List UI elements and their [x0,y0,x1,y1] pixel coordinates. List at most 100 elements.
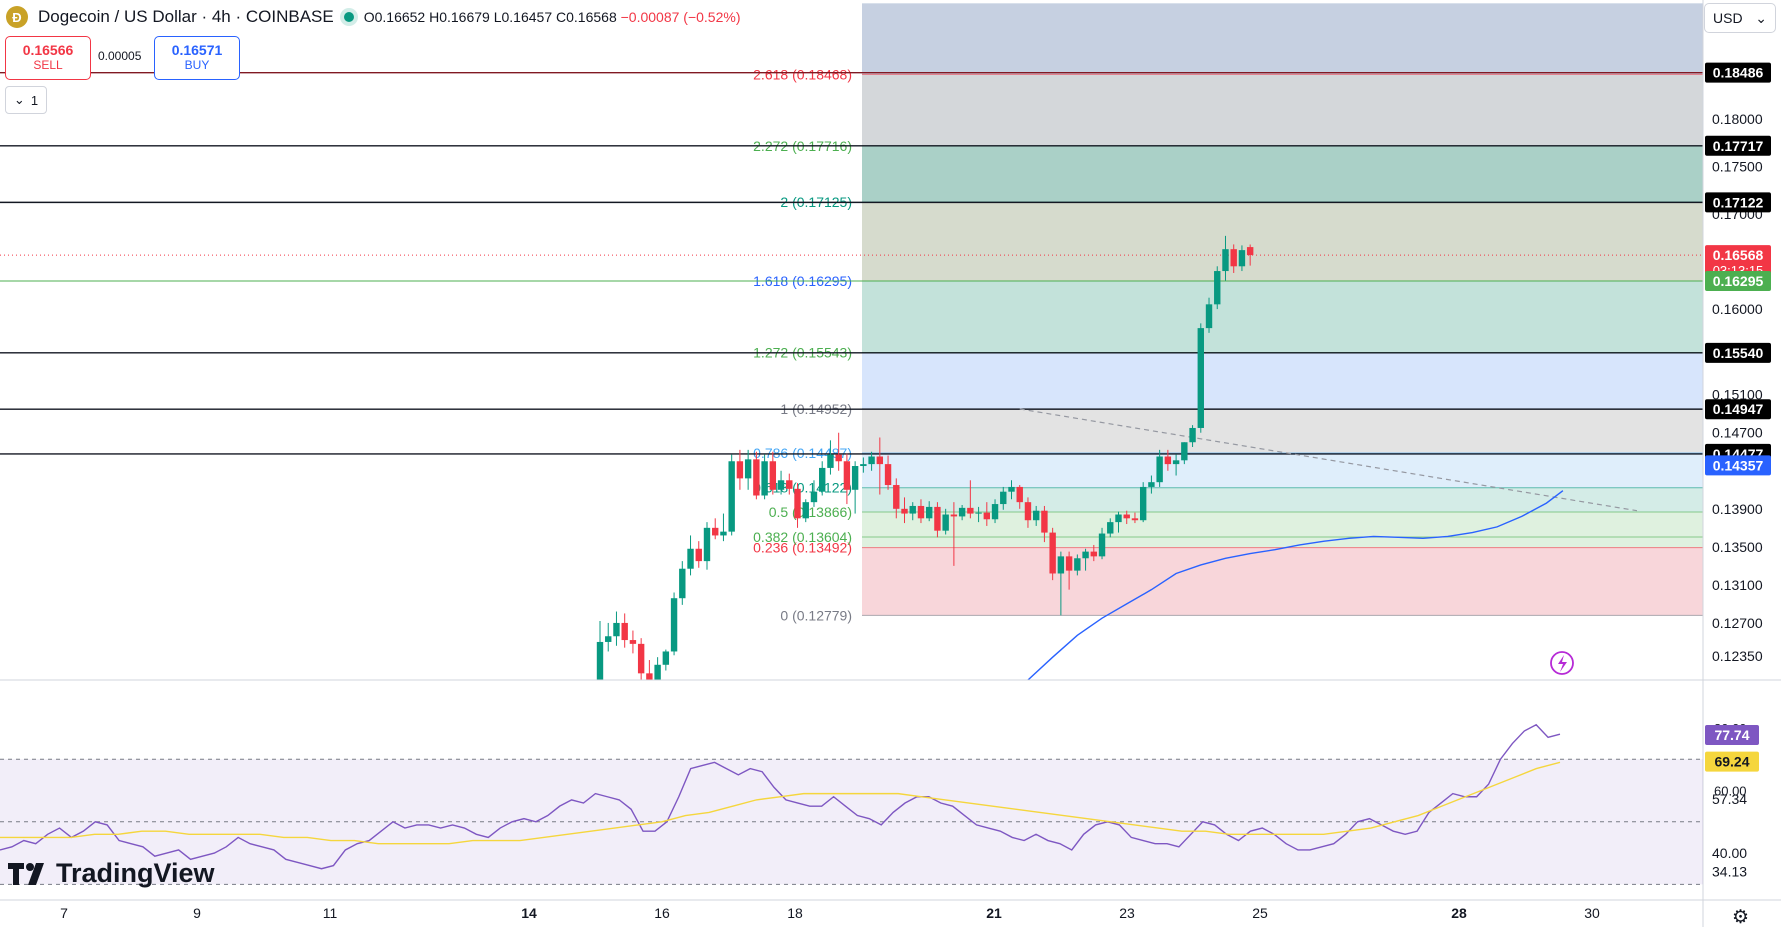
fib-zone [862,145,1703,203]
rsi-ma-tag [1705,751,1759,772]
candle-body [1164,456,1172,465]
price-tag-value: 0.14357 [1713,457,1764,473]
moving-average-line [1027,490,1564,680]
time-axis-label: 7 [60,905,68,921]
lightning-alert-icon [1550,651,1574,675]
price-axis-label: 0.12700 [1712,615,1763,631]
price-tag [1705,62,1771,83]
candle-body [1082,551,1089,559]
ohlc-values: O0.16652 H0.16679 L0.16457 C0.16568 −0.0… [364,9,741,25]
chevron-down-icon: ⌄ [1755,9,1767,26]
candle-body [1148,482,1155,487]
sell-price: 0.16566 [22,42,74,58]
fib-zone [862,536,1703,548]
candle-body [1205,304,1213,329]
time-axis-label: 9 [193,905,201,921]
candle-body [909,505,916,514]
candle-body [629,640,637,644]
candle-body [942,514,949,531]
rsi-value-tag [1705,724,1759,745]
time-axis-label: 23 [1119,905,1135,921]
candle-body [810,491,818,503]
lightning-bolt-icon [1558,655,1567,672]
candle-body [1024,502,1032,521]
rsi-line [0,723,1561,870]
candle-body [712,527,719,536]
candle-body [1065,556,1073,571]
tradingview-logo[interactable]: TradingView [8,858,215,889]
settings-gear-icon[interactable]: ⚙ [1732,907,1750,928]
candle-body [1098,533,1106,557]
time-axis-label: 21 [986,905,1002,921]
chevron-down-icon: ⌄ [13,92,25,107]
candle-body [1197,328,1204,428]
fib-zone [862,352,1703,409]
currency-select[interactable]: USD ⌄ [1704,3,1776,33]
time-axis-label: 14 [521,905,537,921]
quantity-dropdown[interactable]: ⌄ 1 [5,86,47,114]
candle-body [1246,247,1254,256]
buy-label: BUY [184,58,210,72]
candle-body [662,651,670,665]
candle-body [621,622,628,641]
sell-button[interactable]: 0.16566 SELL [5,36,91,80]
price-axis-label: 0.13500 [1712,539,1763,555]
time-axis-label: 30 [1584,905,1600,921]
candle-body [1107,522,1114,534]
candle-body [703,527,711,562]
fib-level-label: 0.236 (0.13492) [753,540,852,556]
market-status-icon [343,12,354,22]
price-axis-label: 0.13900 [1712,501,1763,517]
rsi-axis-label: 57.34 [1712,791,1747,807]
price-tag [1705,271,1771,292]
candle-body [1131,518,1139,521]
symbol-title[interactable]: Dogecoin / US Dollar · 4h · COINBASE [38,7,334,26]
candle-body [884,464,892,486]
candle-body [991,504,999,520]
candle-body [1074,558,1081,571]
rsi-value-text: 77.74 [1714,727,1749,743]
fib-zone [862,281,1703,353]
candle-body [835,454,842,462]
candle-body [605,636,612,642]
candle-body [1189,427,1196,443]
candle-body [1181,442,1188,461]
candle-body [1139,486,1147,521]
candle-body [613,622,620,637]
buy-button[interactable]: 0.16571 BUY [154,36,240,80]
ohlc-high: H0.16679 [429,9,490,25]
price-tag-value: 0.16568 [1713,247,1764,263]
rsi-ma-text: 69.24 [1714,754,1749,770]
candle-body [802,502,809,519]
tradingview-logo-icon [8,862,44,885]
candle-body [695,548,702,562]
candle-body [646,673,653,680]
candle-body [1214,271,1221,305]
candle-body [860,464,867,467]
candle-body [753,459,760,496]
candle-body [1156,456,1163,483]
time-axis-label: 28 [1451,905,1467,921]
price-axis-label: 0.17500 [1712,158,1763,174]
fib-zone [862,202,1703,282]
fib-zone [862,408,1703,453]
fib-zone [862,547,1703,616]
rsi-ma-line [0,761,1561,845]
candle-body [687,548,694,569]
candle-body [744,459,752,479]
ohlc-low: L0.16457 [493,9,553,25]
price-tag [1705,399,1771,420]
price-tag-value: 0.17717 [1713,138,1764,154]
rsi-axis-label: 60.00 [1714,784,1747,799]
candle-body [926,506,933,519]
fib-zone [862,487,1703,513]
candle-body [1032,510,1040,521]
candle-body [654,664,661,680]
candle-body [1016,486,1023,503]
price-tag-value: 0.18486 [1713,65,1764,81]
price-tag [1705,455,1771,476]
candle-body [736,461,744,479]
candle-body [679,568,686,599]
candle-body [901,508,908,514]
